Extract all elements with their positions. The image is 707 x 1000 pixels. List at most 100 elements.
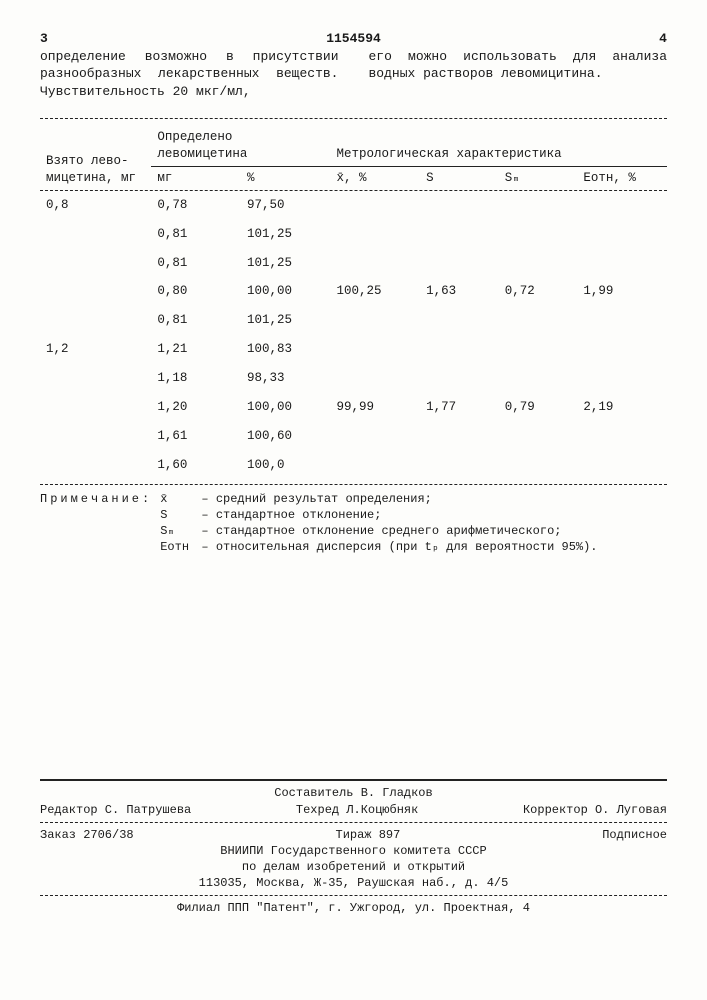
cell-mg: 1,20: [151, 393, 241, 422]
cell-pct: 100,0: [241, 451, 331, 480]
cell-e: [577, 220, 667, 249]
intro-left: определение возможно в присутствии разно…: [40, 48, 339, 101]
cell-s: [420, 220, 499, 249]
cell-e: [577, 249, 667, 278]
data-table: Взято лево- мицетина, мг Определено лево…: [40, 123, 667, 479]
th-determined: Определено левомицетина: [151, 123, 330, 166]
doc-number: 1154594: [326, 30, 381, 48]
cell-mg: 1,61: [151, 422, 241, 451]
cell-s: [420, 306, 499, 335]
cell-x: [331, 364, 421, 393]
note-text: – стандартное отклонение;: [194, 508, 381, 522]
intro-columns: определение возможно в присутствии разно…: [40, 48, 667, 101]
cell-pct: 97,50: [241, 191, 331, 220]
cell-a: [40, 220, 151, 249]
table-bottom-rule: [40, 484, 667, 485]
cell-x: 99,99: [331, 393, 421, 422]
notes-label: Примечание:: [40, 491, 160, 556]
cell-sm: [499, 364, 578, 393]
org2: по делам изобретений и открытий: [40, 859, 667, 875]
page-num-left: 3: [40, 30, 48, 48]
cell-e: [577, 451, 667, 480]
cell-e: [577, 422, 667, 451]
cell-e: 1,99: [577, 277, 667, 306]
note-item: x̄ – средний результат определения;: [160, 491, 597, 507]
cell-a: [40, 364, 151, 393]
note-symbol: S: [160, 507, 194, 523]
note-text: – стандартное отклонение среднего арифме…: [194, 524, 561, 538]
subscr: Подписное: [602, 827, 667, 843]
cell-pct: 100,00: [241, 277, 331, 306]
cell-s: 1,77: [420, 393, 499, 422]
page-header: 3 1154594 4: [40, 30, 667, 48]
cell-sm: 0,72: [499, 277, 578, 306]
cell-a: [40, 451, 151, 480]
table-row: 1,21,21100,83: [40, 335, 667, 364]
cell-a: 1,2: [40, 335, 151, 364]
cell-a: [40, 422, 151, 451]
note-text: – относительная дисперсия (при tₚ для ве…: [194, 540, 597, 554]
filial: Филиал ППП "Патент", г. Ужгород, ул. Про…: [40, 900, 667, 916]
cell-mg: 1,18: [151, 364, 241, 393]
cell-x: [331, 249, 421, 278]
th-xbar: x̄, %: [331, 166, 421, 189]
cell-pct: 100,60: [241, 422, 331, 451]
tirazh: Тираж 897: [336, 827, 401, 843]
cell-x: [331, 422, 421, 451]
note-item: S – стандартное отклонение;: [160, 507, 597, 523]
cell-sm: [499, 220, 578, 249]
cell-x: [331, 220, 421, 249]
table-row: 0,80,7897,50: [40, 191, 667, 220]
org1: ВНИИПИ Государственного комитета СССР: [40, 843, 667, 859]
cell-sm: [499, 335, 578, 364]
cell-e: [577, 306, 667, 335]
cell-pct: 98,33: [241, 364, 331, 393]
table-row: 1,1898,33: [40, 364, 667, 393]
addr: 113035, Москва, Ж-35, Раушская наб., д. …: [40, 875, 667, 891]
th-sm: Sₘ: [499, 166, 578, 189]
cell-pct: 100,00: [241, 393, 331, 422]
cell-sm: 0,79: [499, 393, 578, 422]
cell-pct: 101,25: [241, 220, 331, 249]
techred: Техред Л.Коцюбняк: [296, 802, 418, 818]
cell-s: [420, 422, 499, 451]
editor: Редактор С. Патрушева: [40, 802, 191, 818]
cell-mg: 0,81: [151, 220, 241, 249]
cell-mg: 0,81: [151, 249, 241, 278]
cell-s: 1,63: [420, 277, 499, 306]
table-notes: Примечание: x̄ – средний результат опред…: [40, 491, 667, 556]
table-body: 0,80,7897,500,81101,250,81101,250,80100,…: [40, 190, 667, 480]
blank-space: [40, 555, 667, 775]
cell-pct: 101,25: [241, 306, 331, 335]
note-symbol: x̄: [160, 491, 194, 507]
cell-a: [40, 277, 151, 306]
cell-mg: 0,81: [151, 306, 241, 335]
table-row: 0,81101,25: [40, 220, 667, 249]
order: Заказ 2706/38: [40, 827, 134, 843]
cell-mg: 0,80: [151, 277, 241, 306]
table-top-rule: [40, 118, 667, 119]
cell-sm: [499, 306, 578, 335]
imprint-block: Составитель В. Гладков Редактор С. Патру…: [40, 779, 667, 916]
cell-mg: 0,78: [151, 191, 241, 220]
th-mg: мг: [151, 166, 241, 189]
cell-a: [40, 306, 151, 335]
th-s: S: [420, 166, 499, 189]
cell-e: 2,19: [577, 393, 667, 422]
cell-a: 0,8: [40, 191, 151, 220]
th-pct: %: [241, 166, 331, 189]
table-row: 1,60100,0: [40, 451, 667, 480]
cell-a: [40, 393, 151, 422]
cell-s: [420, 451, 499, 480]
cell-s: [420, 364, 499, 393]
note-symbol: Sₘ: [160, 523, 194, 539]
notes-list: x̄ – средний результат определения;S – с…: [160, 491, 597, 556]
cell-pct: 101,25: [241, 249, 331, 278]
th-metrology: Метрологическая характеристика: [331, 123, 667, 166]
cell-x: [331, 191, 421, 220]
corrector: Корректор О. Луговая: [523, 802, 667, 818]
cell-sm: [499, 451, 578, 480]
cell-s: [420, 335, 499, 364]
th-eotn: Eотн, %: [577, 166, 667, 189]
cell-mg: 1,60: [151, 451, 241, 480]
